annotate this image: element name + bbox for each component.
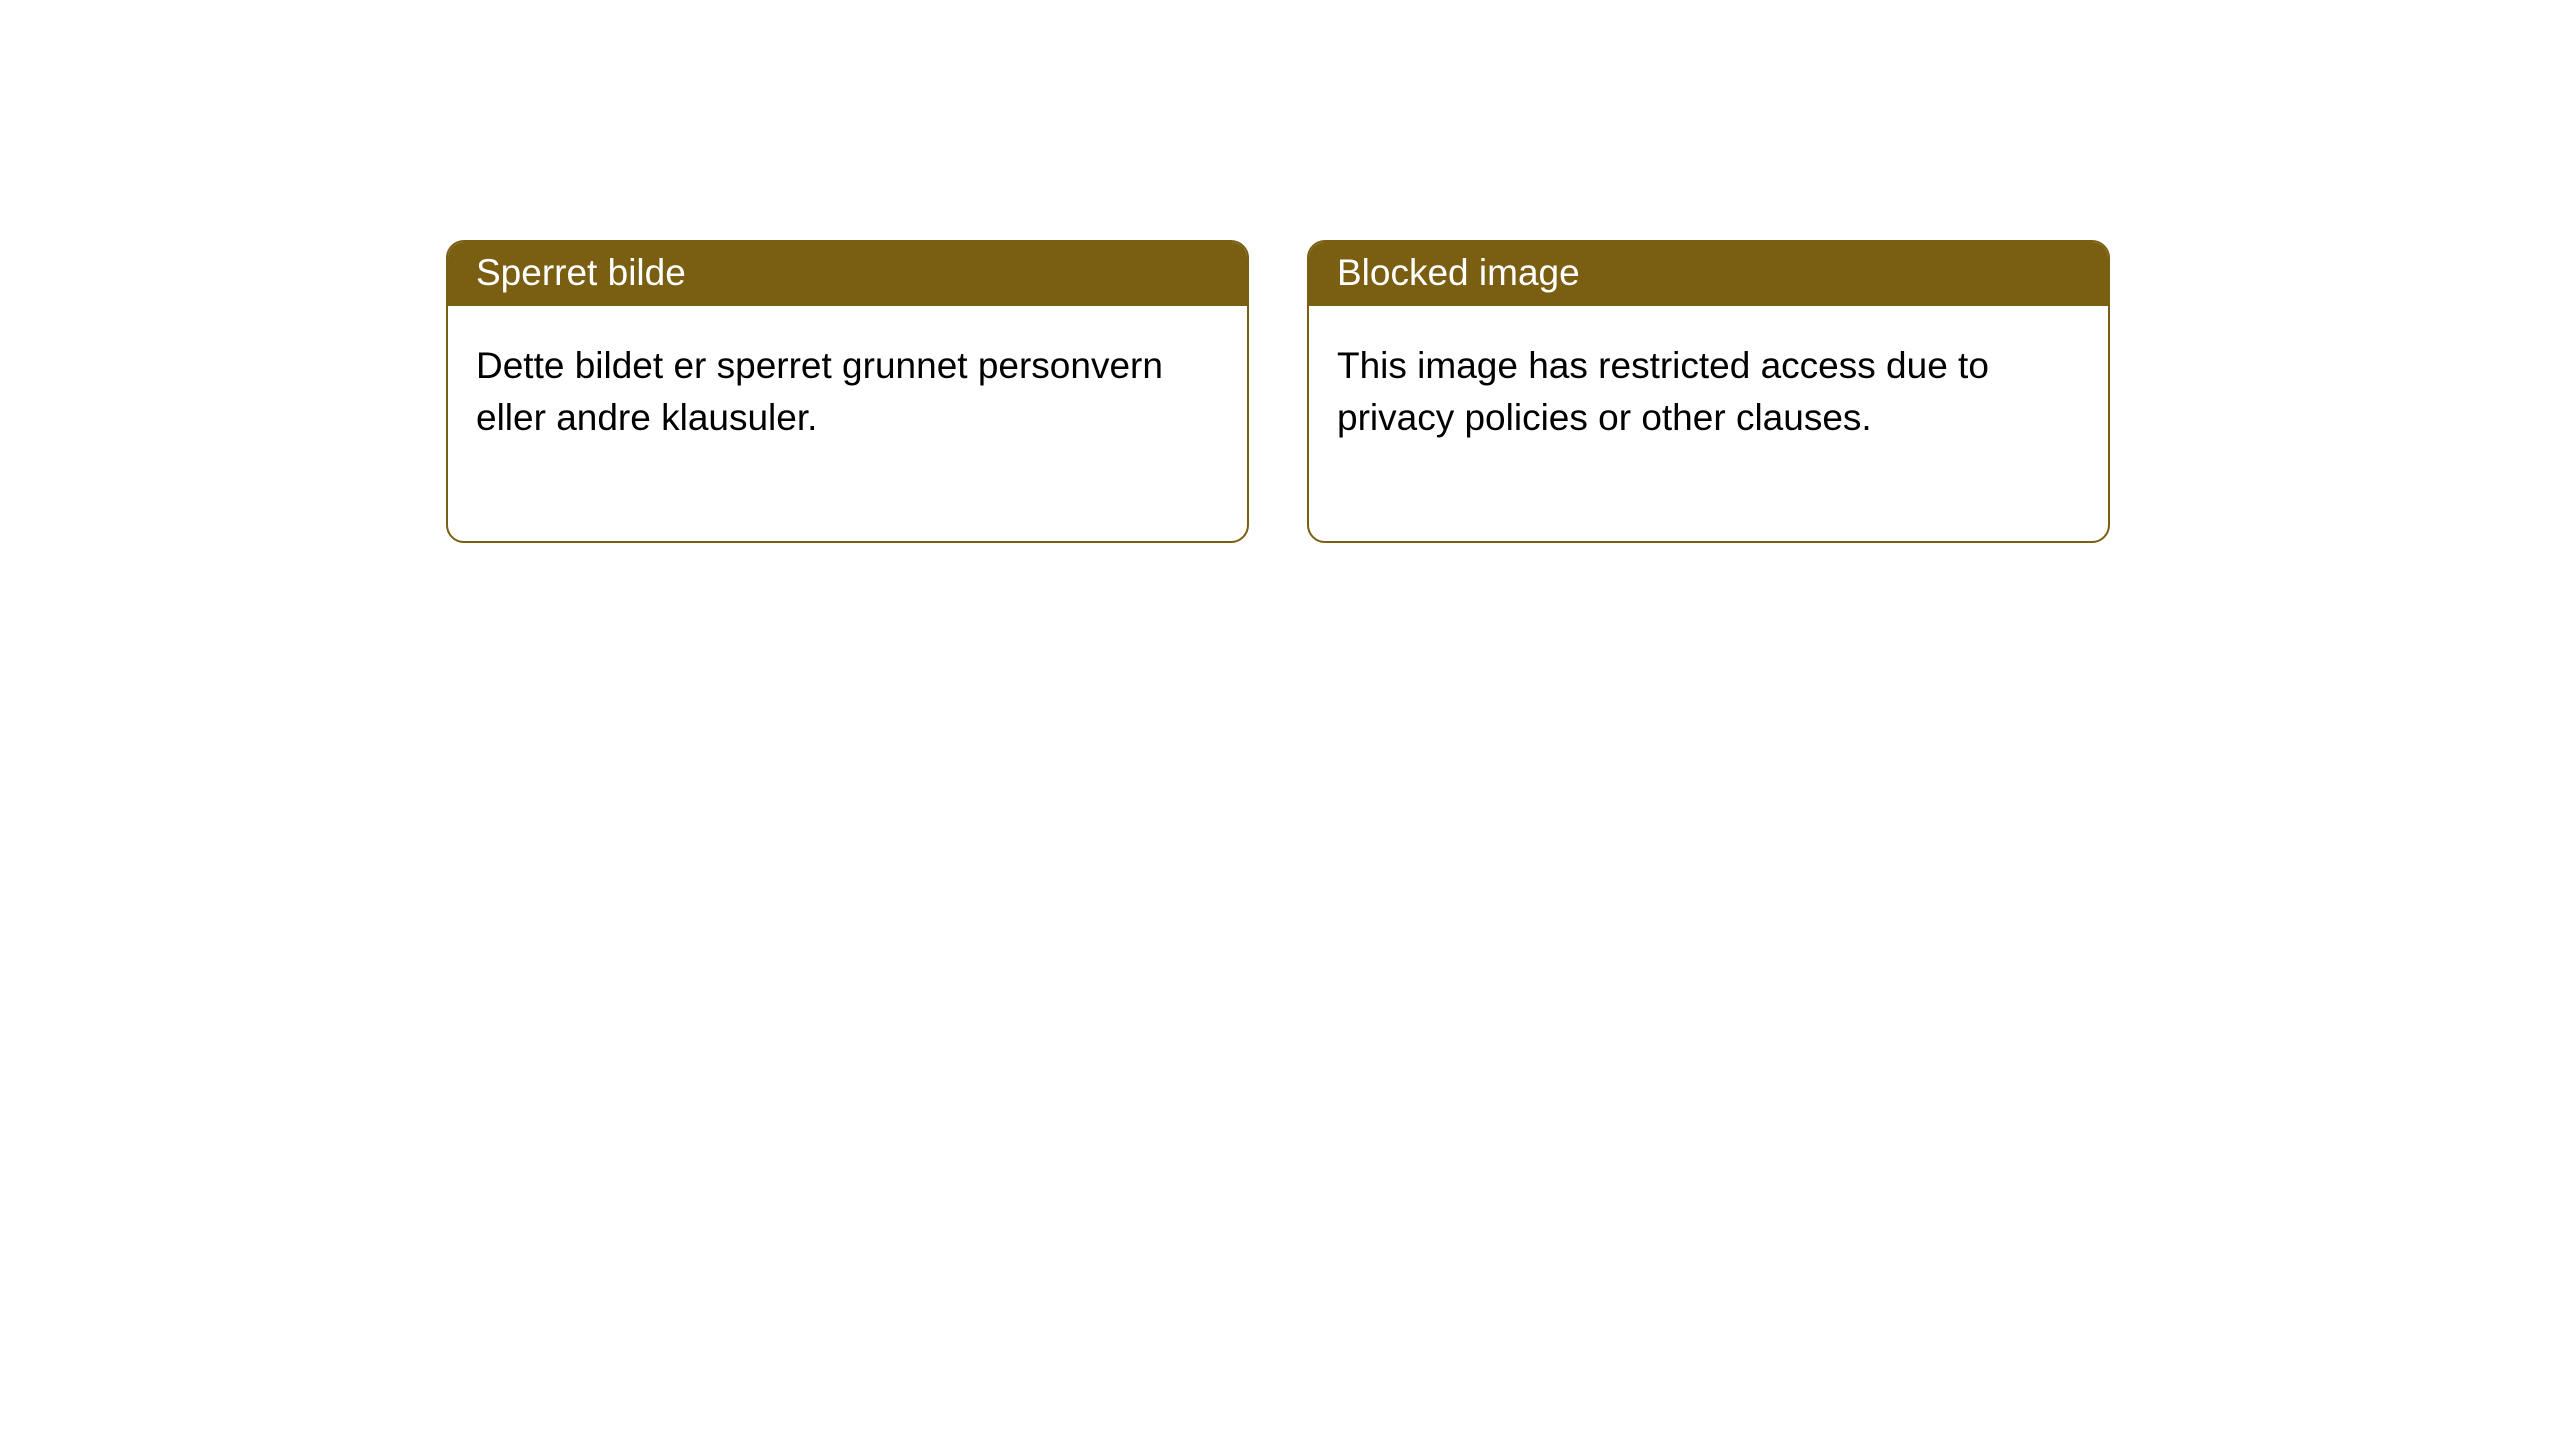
notice-title: Sperret bilde	[448, 242, 1247, 306]
notice-container: Sperret bilde Dette bildet er sperret gr…	[446, 240, 2110, 543]
notice-title: Blocked image	[1309, 242, 2108, 306]
notice-body-text: Dette bildet er sperret grunnet personve…	[448, 306, 1247, 541]
notice-card-english: Blocked image This image has restricted …	[1307, 240, 2110, 543]
notice-card-norwegian: Sperret bilde Dette bildet er sperret gr…	[446, 240, 1249, 543]
notice-body-text: This image has restricted access due to …	[1309, 306, 2108, 541]
